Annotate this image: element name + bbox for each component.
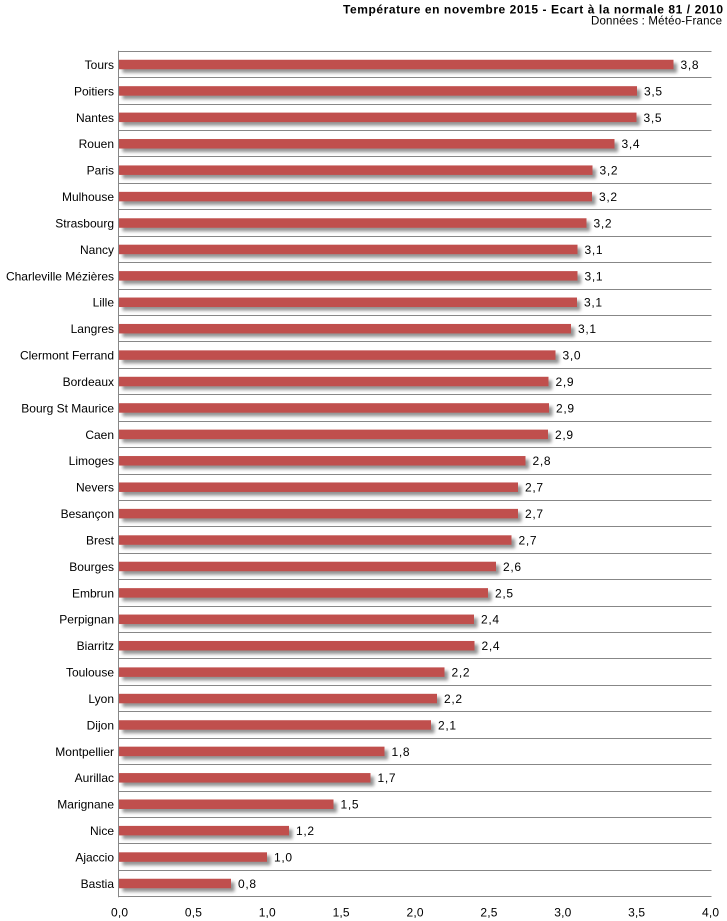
- svg-text:3,1: 3,1: [585, 243, 603, 257]
- svg-text:3,1: 3,1: [578, 322, 596, 336]
- svg-text:2,0: 2,0: [407, 905, 424, 919]
- svg-text:Toulouse: Toulouse: [66, 666, 114, 680]
- svg-text:Langres: Langres: [71, 322, 114, 336]
- svg-text:Température en novembre 2015 -: Température en novembre 2015 - Ecart à l…: [343, 3, 723, 17]
- svg-text:Nice: Nice: [90, 824, 114, 838]
- svg-text:Données : Météo-France: Données : Météo-France: [591, 16, 722, 28]
- svg-text:1,0: 1,0: [259, 905, 276, 919]
- svg-text:Ajaccio: Ajaccio: [75, 850, 114, 864]
- svg-text:3,8: 3,8: [681, 58, 699, 72]
- svg-text:0,0: 0,0: [111, 905, 128, 919]
- svg-text:3,0: 3,0: [554, 905, 571, 919]
- svg-text:Dijon: Dijon: [87, 718, 114, 732]
- svg-text:Clermont Ferrand: Clermont Ferrand: [20, 349, 114, 363]
- svg-text:Bourges: Bourges: [69, 560, 114, 574]
- svg-text:Marignane: Marignane: [57, 798, 114, 812]
- svg-text:Perpignan: Perpignan: [59, 613, 114, 627]
- svg-text:2,1: 2,1: [438, 718, 456, 732]
- svg-text:1,2: 1,2: [296, 824, 314, 838]
- svg-text:Besançon: Besançon: [61, 507, 114, 521]
- svg-text:2,2: 2,2: [452, 666, 470, 680]
- svg-text:3,4: 3,4: [622, 137, 640, 151]
- svg-text:Embrun: Embrun: [72, 586, 114, 600]
- svg-text:0,8: 0,8: [238, 877, 256, 891]
- svg-text:2,5: 2,5: [480, 905, 497, 919]
- svg-text:2,4: 2,4: [482, 639, 500, 653]
- svg-text:2,8: 2,8: [533, 454, 551, 468]
- svg-text:0,5: 0,5: [185, 905, 202, 919]
- svg-text:3,1: 3,1: [584, 296, 602, 310]
- svg-text:Caen: Caen: [85, 428, 114, 442]
- svg-text:1,0: 1,0: [274, 850, 292, 864]
- svg-text:3,2: 3,2: [600, 164, 618, 178]
- svg-text:3,1: 3,1: [585, 269, 603, 283]
- svg-text:Tours: Tours: [85, 58, 114, 72]
- svg-text:Charleville Mézières: Charleville Mézières: [6, 269, 114, 283]
- svg-text:Montpellier: Montpellier: [55, 745, 114, 759]
- svg-text:1,8: 1,8: [392, 745, 410, 759]
- svg-text:Nantes: Nantes: [76, 111, 114, 125]
- svg-text:3,2: 3,2: [594, 216, 612, 230]
- svg-text:Brest: Brest: [86, 533, 115, 547]
- svg-text:Bordeaux: Bordeaux: [63, 375, 114, 389]
- svg-text:2,7: 2,7: [525, 507, 543, 521]
- svg-text:2,7: 2,7: [519, 533, 537, 547]
- svg-text:Nevers: Nevers: [76, 481, 114, 495]
- svg-text:Nancy: Nancy: [80, 243, 114, 257]
- svg-text:Bastia: Bastia: [81, 877, 115, 891]
- svg-text:3,2: 3,2: [599, 190, 617, 204]
- svg-text:2,9: 2,9: [556, 375, 574, 389]
- svg-text:1,5: 1,5: [341, 798, 359, 812]
- svg-text:1,5: 1,5: [333, 905, 350, 919]
- svg-text:2,2: 2,2: [444, 692, 462, 706]
- svg-text:Paris: Paris: [87, 164, 114, 178]
- svg-text:Bourg St Maurice: Bourg St Maurice: [21, 401, 114, 415]
- svg-text:3,5: 3,5: [628, 905, 645, 919]
- svg-text:3,5: 3,5: [644, 84, 662, 98]
- svg-text:Lyon: Lyon: [88, 692, 114, 706]
- svg-text:Lille: Lille: [93, 296, 115, 310]
- svg-text:Mulhouse: Mulhouse: [62, 190, 114, 204]
- svg-text:Limoges: Limoges: [69, 454, 114, 468]
- svg-text:2,5: 2,5: [495, 586, 513, 600]
- svg-text:3,0: 3,0: [563, 349, 581, 363]
- svg-text:2,7: 2,7: [525, 481, 543, 495]
- svg-text:Rouen: Rouen: [79, 137, 114, 151]
- svg-text:2,9: 2,9: [555, 428, 573, 442]
- svg-text:2,4: 2,4: [481, 613, 499, 627]
- svg-text:3,5: 3,5: [644, 111, 662, 125]
- svg-text:Poitiers: Poitiers: [74, 84, 114, 98]
- svg-text:Aurillac: Aurillac: [75, 771, 114, 785]
- svg-text:Strasbourg: Strasbourg: [55, 216, 114, 230]
- svg-text:2,9: 2,9: [556, 401, 574, 415]
- svg-text:2,6: 2,6: [503, 560, 521, 574]
- svg-text:4,0: 4,0: [702, 905, 719, 919]
- svg-text:Biarritz: Biarritz: [77, 639, 114, 653]
- svg-text:1,7: 1,7: [378, 771, 396, 785]
